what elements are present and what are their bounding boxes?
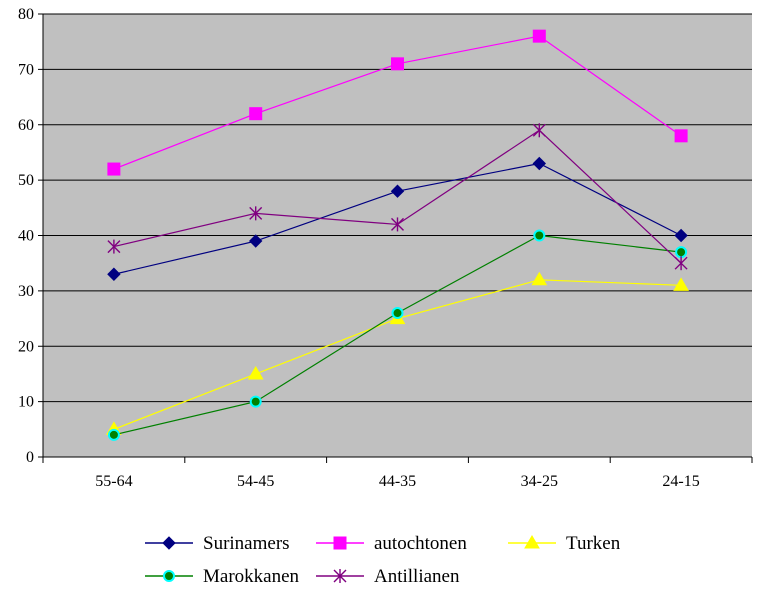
y-tick-label: 10 [18,394,34,411]
legend-label: autochtonen [374,533,467,554]
data-point [391,217,404,232]
y-tick-label: 0 [26,449,34,466]
legend-item-turken: Turken [508,533,621,554]
legend-item-surinamers: Surinamers [145,533,290,554]
series-antillianen [107,123,688,271]
data-point [533,229,546,242]
series-autochtonen [107,29,688,176]
legend-item-autochtonen: autochtonen [316,533,467,554]
series-layer [106,29,689,441]
series-marokkanen [107,229,688,441]
data-point [107,267,121,281]
y-tick-label: 50 [18,172,34,189]
legend: Surinamers autochtonen Turken Marokkanen Ant… [145,533,621,587]
data-point [673,277,689,291]
x-tick-label: 55-64 [95,473,132,490]
y-tick-label: 20 [18,338,34,355]
data-point [249,395,262,408]
y-tick-label: 40 [18,228,34,245]
x-tick-label: 44-35 [379,473,416,490]
data-point [249,206,263,221]
legend-marker [524,535,540,549]
data-point [247,365,264,380]
legend-marker [162,536,176,550]
data-point [391,307,404,320]
data-point [107,428,120,441]
data-point [107,162,121,176]
y-axis: 0 10 20 30 40 50 60 70 80 [18,6,44,466]
plot-area [43,13,752,457]
data-point [674,228,688,243]
legend-item-marokkanen: Marokkanen [145,566,300,587]
legend-label: Surinamers [203,533,290,554]
data-point [107,239,121,254]
y-tick-label: 80 [18,6,34,23]
data-point [675,246,688,259]
data-point [391,57,404,71]
data-point [674,256,688,271]
data-point [531,271,548,286]
legend-label: Turken [566,533,621,554]
legend-label: Antillianen [374,566,460,587]
x-tick-label: 24-15 [662,473,699,490]
legend-label: Marokkanen [203,566,300,587]
legend-item-antillianen: Antillianen [316,566,460,587]
legend-marker [163,570,175,582]
data-point [249,107,263,121]
y-tick-label: 30 [18,283,34,300]
data-point [532,123,546,138]
data-point [248,234,263,248]
series-surinamers [107,156,688,281]
legend-marker [333,569,347,583]
y-tick-label: 60 [18,117,34,134]
legend-marker [333,536,347,550]
x-tick-label: 34-25 [521,473,558,490]
x-axis: 55-64 54-45 44-35 34-25 24-15 [42,456,753,490]
x-tick-label: 54-45 [237,473,274,490]
data-point [390,184,405,198]
data-point [674,129,688,143]
data-point [532,29,546,43]
data-point [532,156,547,171]
y-tick-label: 70 [18,61,34,78]
